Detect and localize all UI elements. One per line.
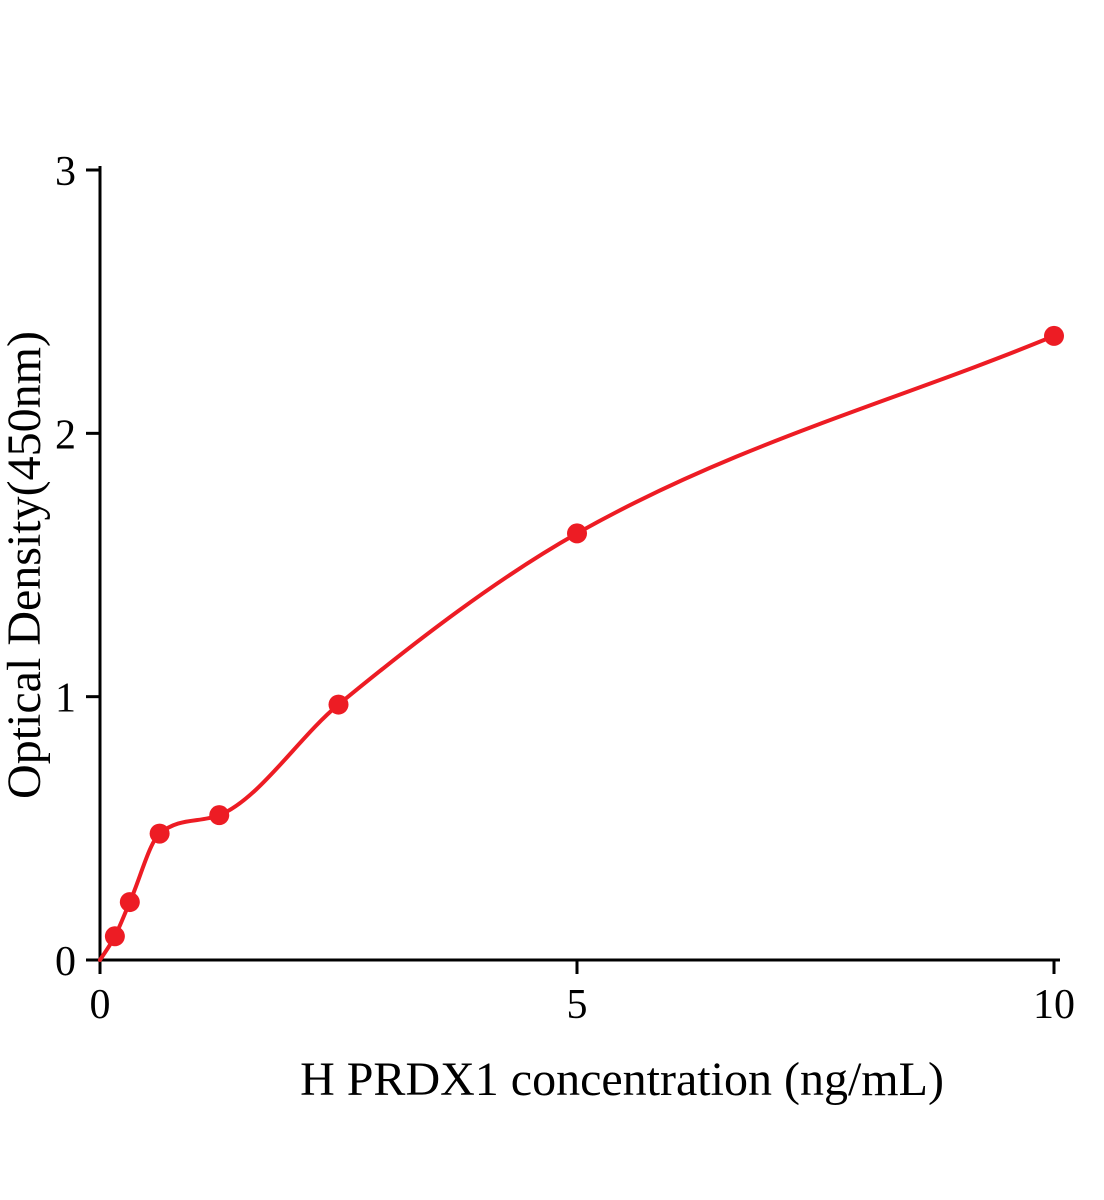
x-tick-label: 5 xyxy=(567,982,588,1028)
data-point xyxy=(209,805,230,826)
y-tick-label: 1 xyxy=(55,676,76,722)
axes: 0 5 10 0 1 2 3 xyxy=(55,149,1075,1028)
y-tick-label: 0 xyxy=(55,939,76,985)
data-point xyxy=(119,892,140,913)
y-tick-label: 3 xyxy=(55,149,76,195)
fit-curve xyxy=(98,333,1056,962)
y-axis-title: Optical Density(450nm) xyxy=(0,331,51,799)
x-axis-title: H PRDX1 concentration (ng/mL) xyxy=(300,1053,944,1106)
x-tick-label: 0 xyxy=(90,982,111,1028)
data-point xyxy=(149,823,170,844)
x-tick-label: 10 xyxy=(1033,982,1075,1028)
data-point xyxy=(104,926,125,947)
data-point xyxy=(567,523,587,544)
series-standard-curve xyxy=(98,325,1064,962)
y-tick-label: 2 xyxy=(55,412,76,458)
data-point xyxy=(328,694,349,715)
data-point xyxy=(1044,325,1064,346)
